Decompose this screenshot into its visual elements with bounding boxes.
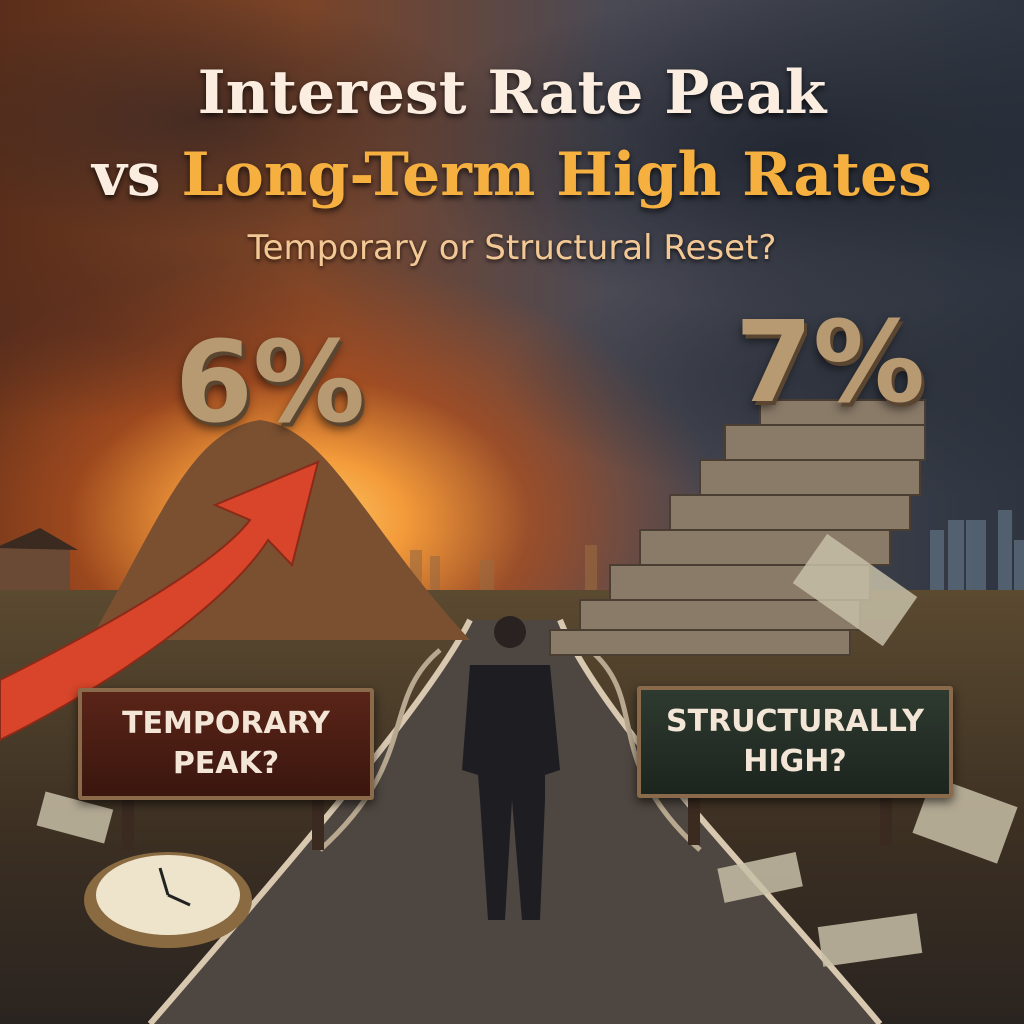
sign-structurally-high: STRUCTURALLY HIGH?: [637, 686, 953, 798]
rate-label-6-percent: 6%: [175, 318, 366, 448]
city-skyline-left: [410, 545, 597, 590]
clock-icon: [84, 852, 252, 948]
sign-left-line1: TEMPORARY: [122, 706, 330, 741]
sign-right-line1: STRUCTURALLY: [666, 704, 924, 739]
sign-left-line2: PEAK?: [172, 746, 280, 781]
sign-right-line2: HIGH?: [743, 744, 847, 779]
subtitle: Temporary or Structural Reset?: [247, 228, 777, 268]
title-line-1: Interest Rate Peak: [197, 58, 827, 128]
city-skyline-right: [930, 510, 1024, 590]
rate-label-7-percent: 7%: [735, 298, 926, 428]
sign-temporary-peak: TEMPORARY PEAK?: [78, 688, 374, 800]
house: [0, 528, 78, 590]
rising-arrow-icon: [0, 460, 320, 742]
title-line-2: vs Long-Term High Rates: [0, 140, 1024, 210]
brick-staircase: [549, 399, 926, 656]
title-highlight: Long-Term High Rates: [181, 140, 932, 210]
title-prefix: vs: [92, 140, 182, 210]
man-figure: [462, 616, 560, 920]
scattered-papers: [36, 533, 1018, 967]
